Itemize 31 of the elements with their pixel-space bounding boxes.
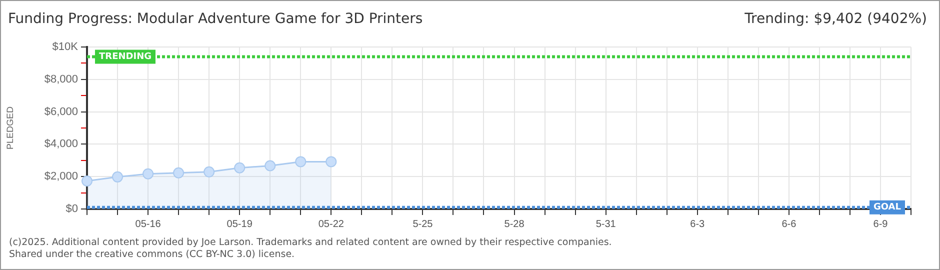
x-tick-label: 05-19 xyxy=(226,218,253,230)
ref-line-label: GOAL xyxy=(874,202,902,213)
y-tick-label: $6,000 xyxy=(44,106,78,118)
point xyxy=(234,162,246,174)
point xyxy=(204,166,215,178)
chart-title: Funding Progress: Modular Adventure Game for 3D Printers xyxy=(8,11,423,27)
x-tick-label: 5-28 xyxy=(504,218,525,230)
y-tick-label: $10K xyxy=(52,41,79,54)
x-tick-label: 6-9 xyxy=(873,218,888,230)
x-tick-label: 6-3 xyxy=(690,218,706,230)
y-tick-label: $2,000 xyxy=(44,170,78,183)
y-tick-label: $8,000 xyxy=(44,73,78,86)
y-axis-title: PLEDGED xyxy=(4,106,15,150)
y-tick-label: $0 xyxy=(66,203,78,216)
x-tick-label: 6-6 xyxy=(782,218,797,230)
point xyxy=(173,167,184,178)
point xyxy=(295,156,306,168)
text: (c)2025. Additional content provided by Joe Larson. Trademarks and related content are owned by their respective companies. xyxy=(9,237,612,249)
point xyxy=(142,168,154,180)
x-tick-label: 05-22 xyxy=(318,218,344,230)
x-tick-label: 05-16 xyxy=(135,218,162,230)
y-tick-label: $4,000 xyxy=(44,138,78,150)
chart-subtitle: Trending: $9,402 (9402%) xyxy=(744,11,927,27)
x-tick-label: 5-25 xyxy=(412,218,434,230)
x-tick-label: 5-31 xyxy=(596,218,616,230)
point xyxy=(264,160,276,172)
point xyxy=(112,171,124,182)
point xyxy=(326,156,337,168)
text: Shared under the creative commons (CC BY-NC 3.0) license. xyxy=(9,249,296,261)
ref-line-label: TRENDING xyxy=(99,52,152,62)
point xyxy=(82,175,92,186)
